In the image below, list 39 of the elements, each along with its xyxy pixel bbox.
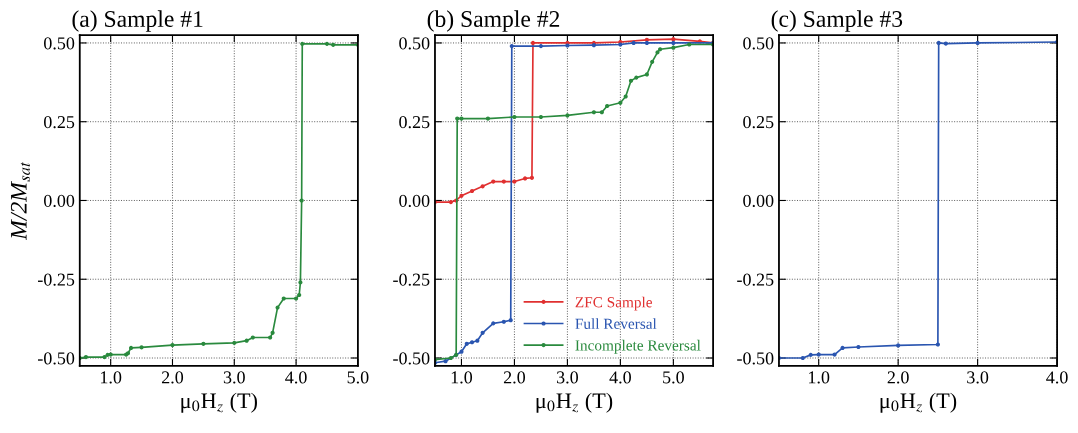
x-tick-label: 4.0	[609, 371, 631, 384]
y-tick-label: 0.00	[399, 194, 430, 207]
legend-label: ZFC Sample	[575, 296, 653, 311]
y-tick-label: -0.50	[737, 352, 774, 365]
y-tick-label: -0.25	[37, 273, 75, 286]
y-tick-label: 0.25	[399, 115, 430, 129]
y-tick-label: 0.00	[743, 194, 774, 207]
x-tick-label: 4.0	[1046, 371, 1068, 384]
x-tick-label: 3.0	[223, 371, 245, 384]
chart-title: (a) Sample #1	[72, 10, 203, 32]
x-axis-title: μ$_{0}$H$_{z}$ (T)	[536, 392, 613, 413]
x-axis-title: μ$_{0}$H$_{z}$ (T)	[880, 392, 957, 413]
x-tick-label: 2.0	[161, 371, 184, 384]
y-tick-label: -0.50	[37, 352, 75, 365]
legend-label: Incomplete Reversal	[575, 339, 701, 354]
x-tick-label: 5.0	[663, 371, 684, 384]
x-tick-label: 3.0	[967, 371, 989, 384]
y-tick-label: 0.50	[743, 37, 774, 50]
x-tick-label: 1.0	[809, 371, 830, 384]
x-tick-label: 4.0	[285, 371, 307, 384]
x-tick-label: 5.0	[347, 371, 369, 384]
legend-label: Full Reversal	[575, 318, 657, 329]
y-tick-label: 0.00	[44, 194, 75, 207]
x-tick-label: 2.0	[503, 371, 526, 384]
x-tick-label: 3.0	[556, 371, 579, 384]
x-tick-label: 1.0	[100, 371, 122, 384]
x-tick-label: 2.0	[887, 371, 909, 384]
y-tick-label: 0.50	[44, 37, 75, 50]
chart-title: (c) Sample #3	[771, 10, 903, 32]
y-axis-title: M/2M$_{sat}$	[10, 162, 30, 241]
y-tick-label: 0.25	[743, 115, 774, 129]
y-tick-label: -0.25	[393, 273, 430, 286]
x-axis-title: μ$_{0}$H$_{z}$ (T)	[181, 392, 257, 413]
y-tick-label: -0.25	[737, 273, 774, 286]
chart-title: (b) Sample #2	[427, 10, 560, 32]
y-tick-label: 0.25	[44, 115, 75, 129]
y-tick-label: 0.50	[399, 37, 430, 50]
x-tick-label: 1.0	[451, 371, 473, 384]
y-tick-label: -0.50	[393, 352, 430, 365]
